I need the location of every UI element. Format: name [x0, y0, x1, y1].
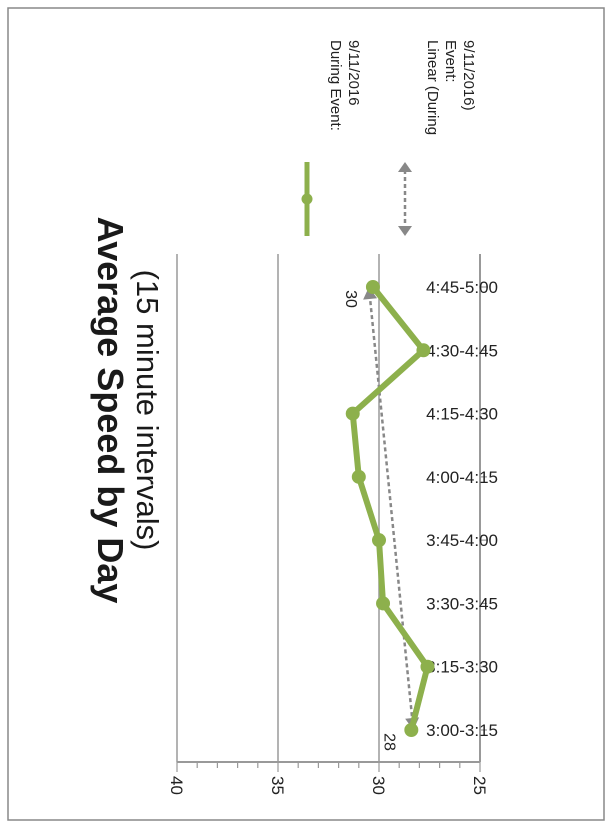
- chart-subtitle: (15 minute intervals): [130, 270, 165, 551]
- y-tick-label: 25: [470, 776, 489, 795]
- x-tick-label: 3:15-3:30: [426, 658, 498, 677]
- x-tick-label: 3:30-3:45: [426, 594, 498, 613]
- y-tick-label: 30: [369, 776, 388, 795]
- y-tick-label: 35: [268, 776, 287, 795]
- x-tick-label: 4:00-4:15: [426, 468, 498, 487]
- data-point: [420, 659, 435, 674]
- legend-trend-label: Linear (During: [424, 40, 441, 135]
- legend: During Event: 9/11/2016 Linear (During E…: [301, 40, 477, 236]
- trendline: [367, 286, 415, 731]
- series-group: [345, 280, 435, 737]
- legend-trend-label-3: 9/11/2016): [460, 40, 477, 111]
- data-point: [416, 343, 431, 358]
- data-point: [372, 533, 386, 548]
- x-tick-label: 3:00-3:15: [426, 721, 498, 740]
- data-point: [376, 596, 391, 611]
- x-tick-label: 4:15-4:30: [426, 405, 498, 424]
- y-axis-ticks: 25 30 35 40: [167, 776, 489, 795]
- legend-series-marker: [301, 193, 313, 205]
- data-point: [345, 406, 360, 421]
- data-point: [365, 280, 380, 294]
- rotated-chart-group: Average Speed by Day (15 minute interval…: [90, 40, 498, 795]
- x-tick-label: 3:45-4:00: [426, 531, 498, 550]
- legend-series-label-2: 9/11/2016: [345, 40, 362, 106]
- chart-title: Average Speed by Day: [90, 217, 131, 604]
- legend-series-label: During Event:: [327, 40, 344, 131]
- x-tick-label: 4:45-5:00: [426, 278, 498, 297]
- legend-trend-label-2: Event:: [442, 40, 459, 83]
- chart-border: [7, 7, 605, 821]
- data-label: 28: [380, 733, 397, 751]
- data-point: [351, 469, 366, 484]
- legend-trend-arrow-left: [398, 162, 412, 172]
- series-line: [349, 285, 431, 731]
- data-label: 30: [342, 290, 359, 308]
- data-point: [404, 723, 419, 737]
- x-tick-label: 4:30-4:45: [426, 341, 498, 360]
- gridlines: [176, 254, 487, 772]
- y-tick-label: 40: [167, 776, 186, 795]
- data-labels: 28 30: [342, 290, 397, 751]
- x-axis-ticks: 3:00-3:15 3:15-3:30 3:30-3:45 3:45-4:00 4:00…: [426, 278, 498, 740]
- legend-trend-arrow-right: [398, 226, 412, 236]
